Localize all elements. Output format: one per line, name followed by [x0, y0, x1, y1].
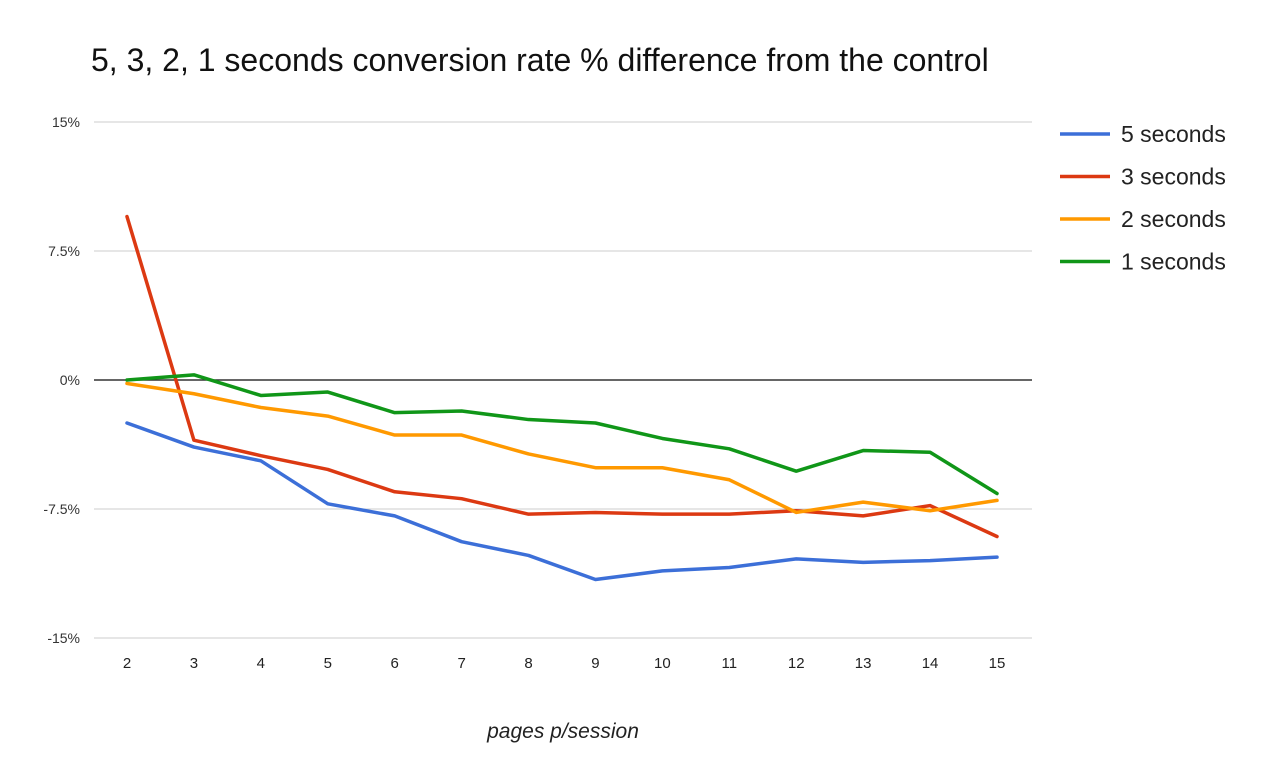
y-tick-label: 15%	[52, 114, 80, 130]
x-tick-label: 13	[855, 655, 872, 672]
series-line	[125, 381, 999, 515]
legend-label: 5 seconds	[1121, 121, 1226, 147]
x-tick-label: 9	[591, 655, 599, 672]
series-line	[125, 373, 999, 496]
chart-title: 5, 3, 2, 1 seconds conversion rate % dif…	[91, 42, 989, 78]
x-tick-label: 15	[989, 655, 1006, 672]
x-tick-label: 2	[123, 655, 131, 672]
x-tick-label: 5	[324, 655, 332, 672]
x-tick-label: 7	[457, 655, 465, 672]
legend-label: 1 seconds	[1121, 249, 1226, 275]
x-tick-label: 14	[922, 655, 939, 672]
y-tick-label: -7.5%	[43, 501, 80, 517]
y-tick-label: 0%	[60, 372, 80, 388]
x-tick-label: 12	[788, 655, 805, 672]
series-line	[125, 214, 999, 539]
x-tick-label: 6	[391, 655, 399, 672]
legend-label: 3 seconds	[1121, 164, 1226, 190]
x-tick-label: 8	[524, 655, 532, 672]
x-tick-label: 11	[722, 655, 738, 672]
y-tick-label: 7.5%	[48, 243, 80, 259]
x-tick-label: 10	[654, 655, 671, 672]
x-tick-label: 3	[190, 655, 198, 672]
x-tick-label: 4	[257, 655, 265, 672]
y-tick-label: -15%	[47, 630, 80, 646]
legend-label: 2 seconds	[1121, 206, 1226, 232]
x-axis-title: pages p/session	[487, 720, 639, 743]
series-line	[125, 421, 999, 582]
